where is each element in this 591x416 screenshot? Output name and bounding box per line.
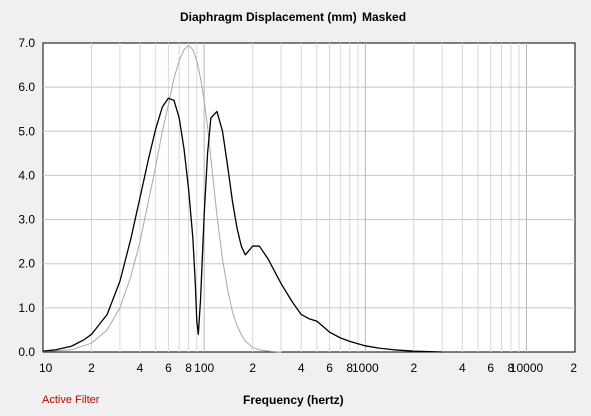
y-tick-label: 3.0 [18, 213, 35, 227]
x-axis-label: Frequency (hertz) [243, 393, 344, 407]
y-tick-label: 5.0 [18, 124, 35, 138]
x-tick-label: 100 [194, 361, 214, 375]
x-tick-label: 8 [185, 361, 192, 375]
x-tick-label: 2 [249, 361, 256, 375]
plot-area [42, 42, 576, 353]
x-tick-label: 4 [459, 361, 466, 375]
y-tick-label: 2.0 [18, 257, 35, 271]
y-axis-ticks: 0.0 1.0 2.0 3.0 4.0 5.0 6.0 7.0 [18, 36, 35, 359]
series-line-2 [42, 44, 282, 353]
series-line-1 [42, 97, 443, 353]
x-tick-label: 4 [137, 361, 144, 375]
x-tick-label: 8 [346, 361, 353, 375]
chart-title: Diaphragm Displacement (mm) [180, 10, 357, 24]
y-tick-label: 4.0 [18, 168, 35, 182]
x-tick-label: 6 [165, 361, 172, 375]
y-tick-label: 6.0 [18, 80, 35, 94]
x-tick-label: 6 [487, 361, 494, 375]
x-tick-label: 2 [410, 361, 417, 375]
active-filter-status[interactable]: Active Filter [42, 394, 100, 406]
y-tick-label: 0.0 [18, 345, 35, 359]
y-tick-label: 1.0 [18, 301, 35, 315]
x-tick-label: 2 [88, 361, 95, 375]
grid-lines [43, 43, 575, 352]
x-tick-label: 10 [39, 361, 53, 375]
x-tick-label: 4 [298, 361, 305, 375]
x-tick-label: 8 [508, 361, 515, 375]
x-tick-label: 1000 [352, 361, 379, 375]
x-tick-label: 10000 [510, 361, 544, 375]
series-lines [42, 44, 443, 353]
chart-title-suffix: Masked [362, 10, 406, 24]
x-tick-label: 6 [326, 361, 333, 375]
y-tick-label: 7.0 [18, 36, 35, 50]
x-tick-label: 2 [570, 361, 577, 375]
